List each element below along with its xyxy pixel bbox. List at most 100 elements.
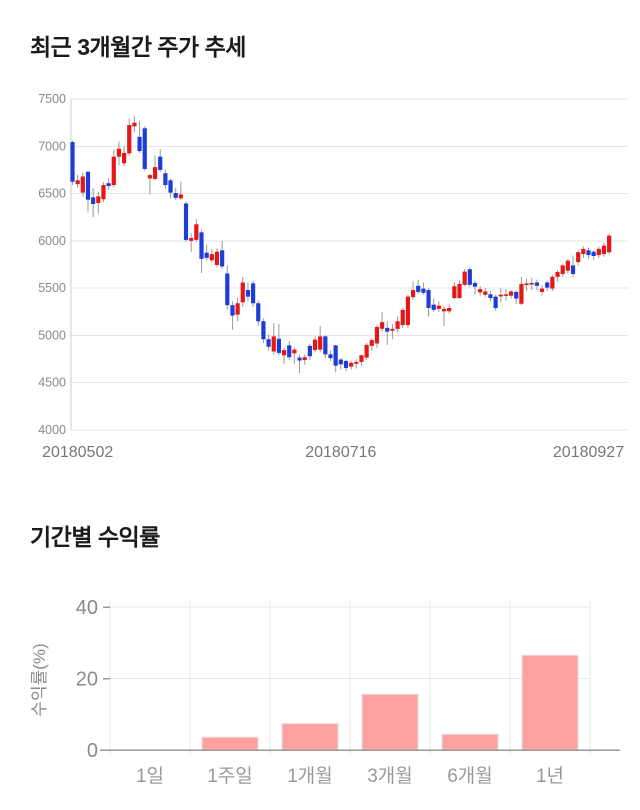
candle-up xyxy=(147,175,152,179)
candle-up xyxy=(101,185,106,200)
candle-up xyxy=(380,322,385,329)
candle-up xyxy=(194,224,199,240)
candle-down xyxy=(163,173,168,186)
candle-up xyxy=(478,289,483,293)
candle-up xyxy=(457,283,462,299)
bar-x-category-label: 1주일 xyxy=(207,765,253,787)
candle-y-tick-label: 5000 xyxy=(38,328,66,342)
candle-y-tick-label: 6000 xyxy=(38,234,66,248)
candle-up xyxy=(96,196,101,204)
candle-up xyxy=(607,235,612,253)
candle-up xyxy=(519,283,524,304)
candle-up xyxy=(400,309,405,326)
candle-up xyxy=(312,339,318,351)
candle-up xyxy=(116,148,122,157)
candle-up xyxy=(447,308,452,312)
candle-up xyxy=(410,290,416,298)
candle-up xyxy=(292,349,297,354)
candle-up xyxy=(503,294,509,296)
bar-x-category-label: 3개월 xyxy=(367,765,413,787)
candle-down xyxy=(385,327,390,332)
candle-down xyxy=(297,357,302,361)
candle-up xyxy=(178,194,183,199)
candle-down xyxy=(225,273,230,306)
candle-up xyxy=(240,282,245,303)
candle-up xyxy=(271,336,276,352)
candle-up xyxy=(390,328,395,331)
candle-down xyxy=(591,251,596,256)
candle-up xyxy=(189,238,194,241)
candle-up xyxy=(214,251,220,265)
candle-up xyxy=(560,265,565,274)
return-bar xyxy=(521,654,579,751)
candle-up xyxy=(354,361,359,364)
candle-up xyxy=(374,326,380,344)
candle-down xyxy=(142,128,147,169)
candle-down xyxy=(245,290,251,297)
candle-down xyxy=(586,250,591,256)
candle-up xyxy=(80,176,85,193)
candle-up xyxy=(349,362,354,367)
bar-y-axis-title: 수익률(%) xyxy=(30,643,49,716)
candle-down xyxy=(261,321,266,340)
candle-y-tick-label: 6500 xyxy=(38,187,66,201)
candle-up xyxy=(524,283,529,286)
candle-down xyxy=(251,283,256,304)
candle-down xyxy=(256,303,261,322)
bar-x-category-label: 1년 xyxy=(536,765,564,787)
candle-up xyxy=(302,357,307,361)
return-bar xyxy=(441,733,499,751)
candle-up xyxy=(281,350,287,356)
candle-down xyxy=(488,294,493,299)
return-bar xyxy=(201,736,259,751)
candle-down xyxy=(266,339,271,347)
candle-down xyxy=(421,288,426,293)
candle-up xyxy=(441,308,447,312)
candle-up xyxy=(539,288,545,292)
candle-down xyxy=(323,336,328,355)
candle-up xyxy=(550,276,555,289)
candle-up xyxy=(436,305,441,309)
bar-y-tick-label: 0 xyxy=(87,740,98,762)
candle-down xyxy=(472,282,478,287)
candle-up xyxy=(405,296,410,326)
candle-down xyxy=(276,338,281,353)
candle-down xyxy=(343,360,349,369)
candle-up xyxy=(555,272,560,277)
candle-up xyxy=(369,340,374,346)
candle-down xyxy=(158,156,163,170)
return-bar xyxy=(281,723,339,751)
candle-up xyxy=(152,167,158,179)
candle-up xyxy=(75,180,80,185)
candle-up xyxy=(576,252,581,263)
candle-up xyxy=(318,336,323,350)
candlestick-chart: 7500 7000 6500 6000 5500 5000 4500 4000 20180502… xyxy=(38,92,628,461)
candle-down xyxy=(328,354,333,359)
candle-x-tick-label: 20180927 xyxy=(553,444,624,461)
candle-x-tick-label: 20180716 xyxy=(305,444,376,461)
candle-y-tick-label: 7500 xyxy=(38,92,66,106)
candle-y-tick-label: 5500 xyxy=(38,281,66,295)
period-return-bar-chart: 0 20 40 1일 1주일 1개월 3개월 6개월 1년 수익률(%) xyxy=(30,597,620,787)
candle-up xyxy=(359,355,364,362)
candle-down xyxy=(545,282,550,288)
bar-x-category-label: 1개월 xyxy=(287,765,333,787)
candle-down xyxy=(173,193,178,198)
candle-up xyxy=(462,271,467,285)
bar-x-category-label: 1일 xyxy=(136,765,164,787)
period-return-title: 기간별 수익률 xyxy=(30,524,160,550)
candle-up xyxy=(452,286,457,299)
candle-down xyxy=(137,136,142,152)
candle-down xyxy=(570,265,576,274)
candle-up xyxy=(127,125,132,154)
candle-down xyxy=(307,345,312,357)
candle-down xyxy=(220,250,225,267)
candle-down xyxy=(168,180,173,193)
candle-down xyxy=(287,345,292,358)
candle-down xyxy=(204,252,209,258)
candle-up xyxy=(483,291,488,295)
candle-down xyxy=(85,171,91,200)
candle-down xyxy=(493,296,498,309)
candle-up xyxy=(209,254,214,261)
candle-down xyxy=(467,269,472,285)
